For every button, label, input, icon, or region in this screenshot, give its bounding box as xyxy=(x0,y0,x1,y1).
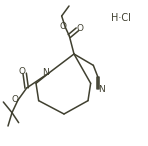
Text: O: O xyxy=(77,24,84,33)
Text: O: O xyxy=(11,95,18,105)
Text: O: O xyxy=(18,67,25,76)
Text: N: N xyxy=(42,68,49,77)
Text: O: O xyxy=(60,22,67,31)
Text: N: N xyxy=(98,85,105,94)
Text: H·Cl: H·Cl xyxy=(111,13,131,22)
